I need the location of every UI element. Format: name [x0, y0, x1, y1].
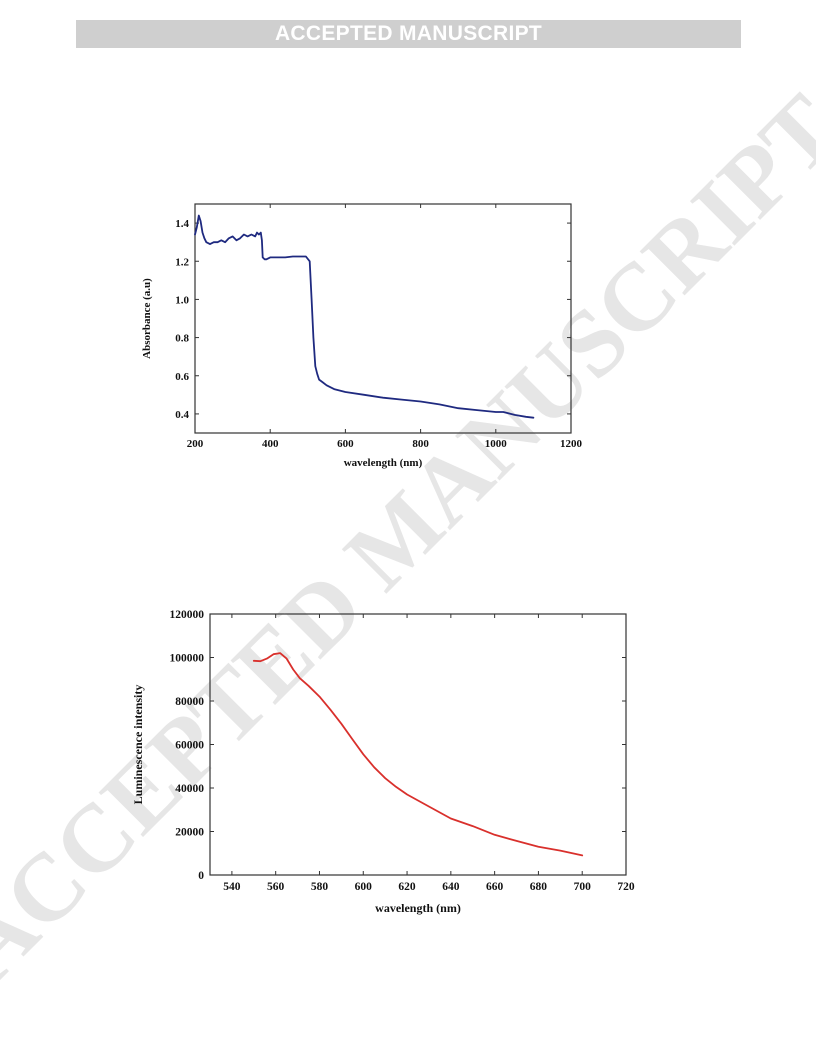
plot-frame: [194, 203, 572, 434]
y-tick-label: 0.6: [175, 371, 189, 383]
x-tick-label: 620: [398, 881, 416, 893]
y-tick-label: 1.2: [175, 256, 189, 268]
y-tick-label: 0: [198, 870, 204, 882]
x-tick-label: 680: [530, 881, 548, 893]
x-tick-label: 560: [267, 881, 285, 893]
x-axis-label: wavelength (nm): [375, 901, 461, 915]
y-tick-label: 40000: [175, 783, 204, 795]
y-tick-label: 120000: [170, 609, 205, 621]
x-tick-label: 540: [223, 881, 241, 893]
x-tick-label: 1200: [560, 438, 583, 450]
banner-text: ACCEPTED MANUSCRIPT: [274, 22, 543, 45]
x-tick-label: 660: [486, 881, 504, 893]
y-tick-label: 80000: [175, 696, 204, 708]
y-tick-label: 1.4: [175, 218, 189, 230]
y-axis-label: Luminescence intensity: [131, 685, 145, 805]
y-tick-label: 20000: [175, 827, 204, 839]
x-tick-label: 800: [412, 438, 429, 450]
x-axis-label: wavelength (nm): [344, 457, 423, 469]
x-tick-label: 600: [337, 438, 354, 450]
series-line: [194, 214, 535, 419]
x-tick-label: 400: [262, 438, 279, 450]
y-tick-label: 60000: [175, 740, 204, 752]
x-tick-label: 600: [355, 881, 373, 893]
x-tick-label: 720: [617, 881, 635, 893]
series-line: [252, 652, 584, 857]
y-tick-label: 0.8: [175, 333, 189, 345]
plot-frame: [209, 613, 627, 876]
accepted-manuscript-banner: ACCEPTED MANUSCRIPT: [76, 20, 741, 48]
y-axis-label: Absorbance (a.u): [141, 278, 153, 359]
x-tick-label: 580: [311, 881, 329, 893]
y-tick-label: 1.0: [175, 294, 189, 306]
x-tick-label: 640: [442, 881, 460, 893]
x-tick-label: 200: [187, 438, 204, 450]
y-tick-label: 100000: [170, 653, 205, 665]
x-tick-label: 1000: [485, 438, 508, 450]
y-tick-label: 0.4: [175, 409, 189, 421]
x-tick-label: 700: [574, 881, 592, 893]
